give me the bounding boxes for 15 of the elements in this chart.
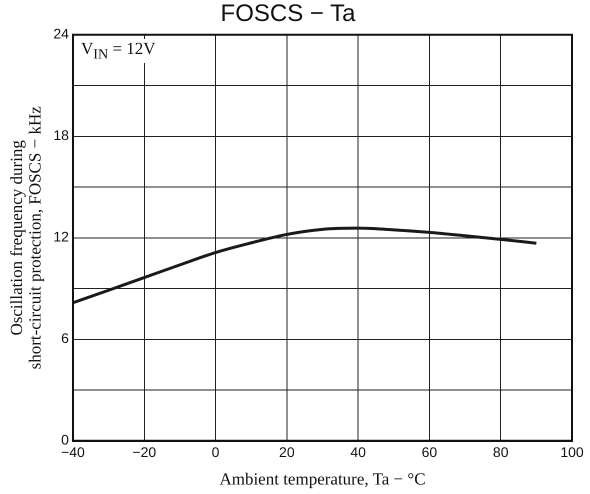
- chart-title: FOSCS − Ta: [220, 0, 356, 28]
- y-axis-title: Oscillation frequency during short-circuit protection, FOSCS − kHz: [6, 106, 45, 370]
- x-tick-label: −20: [132, 444, 156, 460]
- y-tick-label: 18: [53, 127, 70, 144]
- y-tick-label: 6: [61, 330, 70, 346]
- x-tick-label: 40: [350, 444, 366, 460]
- x-axis-title: Ambient temperature, Ta − °C: [219, 469, 426, 488]
- x-tick-label: 60: [422, 444, 438, 460]
- x-tick-label: 0: [212, 444, 220, 460]
- annotation: V$_{IN}$ = 12V: [78, 38, 158, 64]
- y-tick-label: 12: [53, 228, 70, 245]
- y-tick-label: 24: [53, 26, 70, 42]
- x-tick-label: 80: [492, 444, 509, 460]
- x-tick-label: 100: [560, 444, 584, 460]
- x-tick-label: 20: [279, 444, 295, 460]
